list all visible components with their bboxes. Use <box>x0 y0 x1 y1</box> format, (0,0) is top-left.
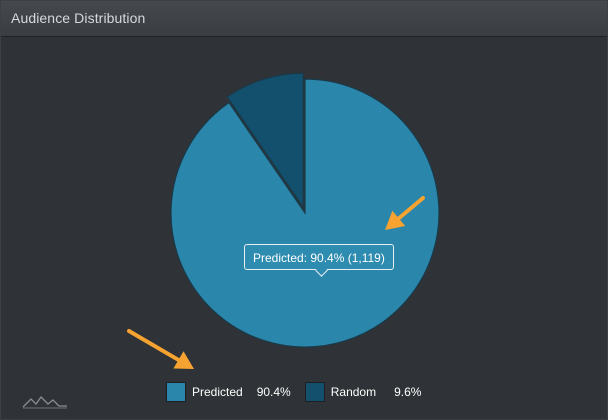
panel-title: Audience Distribution <box>11 10 146 26</box>
legend-item-random[interactable]: Random 9.6% <box>304 382 436 402</box>
panel-header: Audience Distribution <box>1 1 607 37</box>
legend-swatch-random <box>304 382 325 402</box>
pie-slice-random[interactable] <box>226 72 304 210</box>
mountain-wave-logo-icon <box>22 395 67 409</box>
pie-slice-predicted[interactable] <box>170 78 440 348</box>
legend-label-predicted: Predicted <box>192 385 243 399</box>
annotation-arrow-icon <box>385 196 425 230</box>
annotation-arrow-icon <box>127 329 194 369</box>
slice-tooltip: Predicted: 90.4% (1,119) <box>244 244 394 270</box>
legend-value-predicted: 90.4% <box>256 385 291 399</box>
legend-label-random: Random <box>330 385 377 399</box>
legend-item-predicted[interactable]: Predicted 90.4% <box>166 382 305 402</box>
legend-swatch-predicted <box>166 382 186 402</box>
legend-value-random: 9.6% <box>394 385 422 399</box>
chart-legend: Predicted 90.4% Random 9.6% <box>166 381 435 403</box>
